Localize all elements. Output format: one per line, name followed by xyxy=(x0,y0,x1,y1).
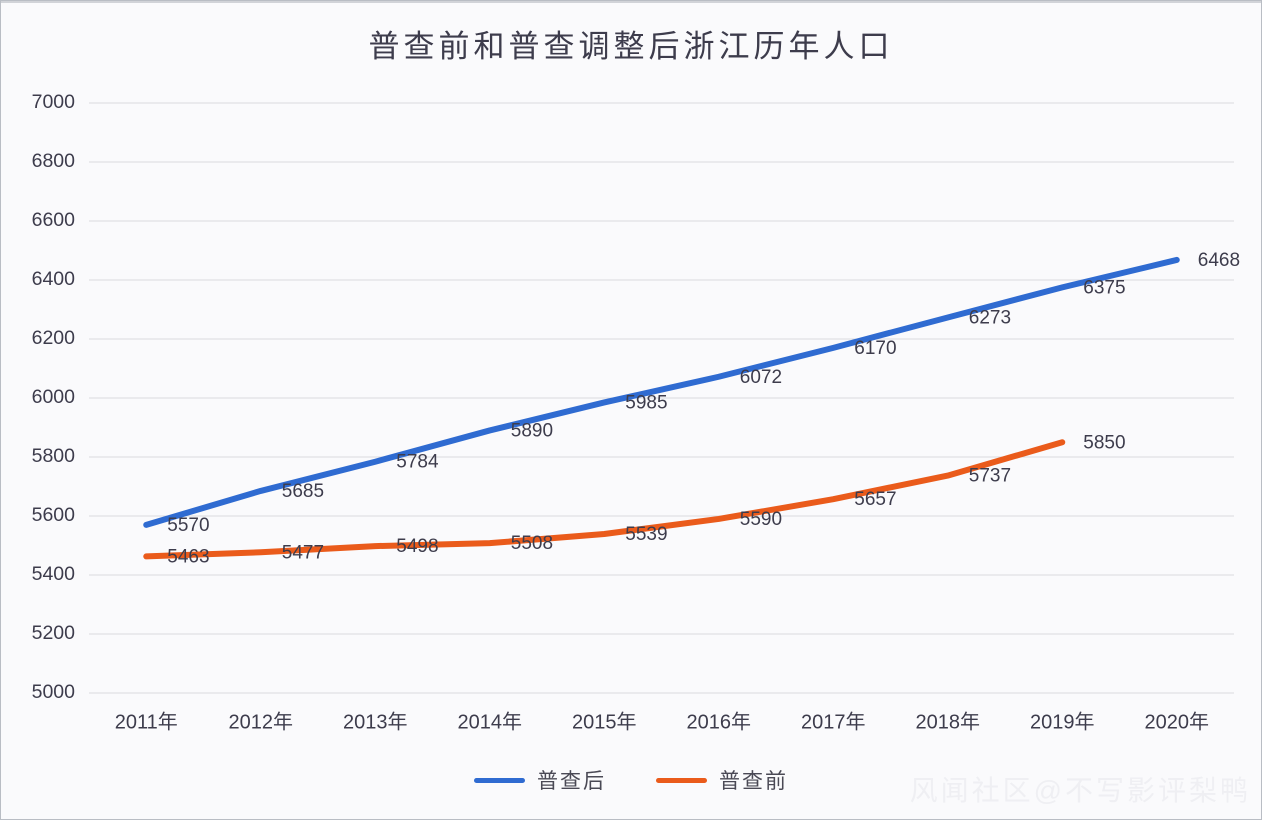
data-point-label: 5570 xyxy=(167,515,209,536)
data-point-label: 6375 xyxy=(1083,277,1125,298)
legend-item-after-census: 普查后 xyxy=(474,765,606,795)
x-axis-tick-label: 2018年 xyxy=(916,710,981,733)
y-axis-tick-label: 5600 xyxy=(32,504,76,526)
data-point-label: 5685 xyxy=(282,481,324,502)
legend-line-swatch-blue xyxy=(474,777,525,783)
y-axis-tick-label: 5400 xyxy=(32,563,76,585)
x-axis-tick-label: 2014年 xyxy=(458,710,523,733)
series-line-before-census xyxy=(143,439,1066,560)
y-axis-tick-label: 6000 xyxy=(32,386,76,408)
data-point-label: 5850 xyxy=(1083,432,1125,453)
x-axis-tick-label: 2019年 xyxy=(1030,710,1095,733)
x-axis-tick-label: 2016年 xyxy=(687,710,752,733)
data-point-label: 5784 xyxy=(396,452,439,473)
data-point-label: 6072 xyxy=(740,367,782,388)
y-axis-tick-label: 5000 xyxy=(32,681,76,703)
data-point-label: 6273 xyxy=(969,307,1011,328)
data-point-label: 5590 xyxy=(740,509,782,530)
legend-label: 普查后 xyxy=(537,770,606,793)
legend-item-before-census: 普查前 xyxy=(656,765,788,795)
data-point-label: 5985 xyxy=(625,392,667,413)
data-point-label: 6170 xyxy=(854,338,896,359)
data-point-label: 5477 xyxy=(282,542,324,563)
chart-title: 普查前和普查调整后浙江历年人口 xyxy=(368,29,894,64)
y-axis-tick-label: 6800 xyxy=(32,150,76,172)
y-axis-tick-label: 6400 xyxy=(32,268,76,290)
data-point-label: 5890 xyxy=(511,420,553,441)
x-axis-tick-label: 2011年 xyxy=(115,710,178,733)
x-axis-tick-label: 2020年 xyxy=(1145,710,1210,733)
y-axis-tick-label: 5800 xyxy=(32,445,76,467)
y-axis-tick-label: 7000 xyxy=(32,91,76,113)
x-axis-tick-label: 2012年 xyxy=(229,710,294,733)
x-axis-tick-label: 2013年 xyxy=(343,710,408,733)
data-point-label: 5463 xyxy=(167,546,209,567)
x-axis-tick-label: 2017年 xyxy=(801,710,866,733)
data-point-label: 6468 xyxy=(1198,250,1240,271)
data-point-label: 5657 xyxy=(854,489,896,510)
data-point-label: 5498 xyxy=(396,536,438,557)
chart-legend: 普查后 普查前 xyxy=(1,765,1261,795)
legend-label: 普查前 xyxy=(719,770,788,793)
series-line-after-census xyxy=(143,256,1180,528)
data-point-label: 5508 xyxy=(511,533,553,554)
y-axis-tick-label: 5200 xyxy=(32,622,76,644)
data-point-label: 5737 xyxy=(969,466,1011,487)
line-chart-canvas: 5000 5200 5400 5600 5800 6000 6200 6400 6600 6800… xyxy=(32,91,1240,733)
y-axis-tick-label: 6200 xyxy=(32,327,76,349)
y-axis-tick-label: 6600 xyxy=(32,209,76,231)
x-axis-tick-label: 2015年 xyxy=(572,710,637,733)
data-point-label: 5539 xyxy=(625,524,667,545)
legend-line-swatch-orange xyxy=(656,777,707,783)
